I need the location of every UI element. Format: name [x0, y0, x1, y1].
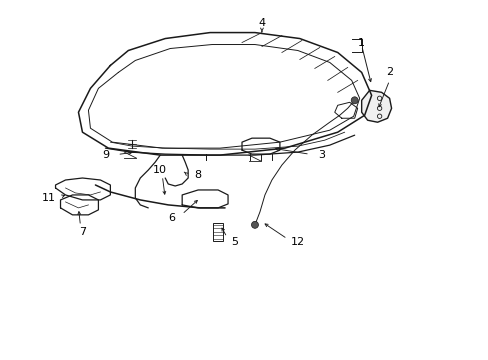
Text: 10: 10: [153, 165, 167, 175]
Text: 3: 3: [318, 150, 325, 160]
Text: 5: 5: [231, 237, 238, 247]
Text: 2: 2: [385, 67, 392, 77]
Text: 11: 11: [41, 193, 56, 203]
Polygon shape: [361, 90, 391, 122]
Text: 6: 6: [168, 213, 175, 223]
Circle shape: [251, 221, 258, 228]
Text: 12: 12: [290, 237, 305, 247]
Text: 8: 8: [194, 170, 201, 180]
Circle shape: [350, 97, 357, 104]
Text: 7: 7: [79, 227, 86, 237]
Bar: [213, 223, 223, 241]
Text: 1: 1: [357, 37, 365, 48]
Text: 4: 4: [258, 18, 265, 28]
Text: 9: 9: [102, 150, 109, 160]
